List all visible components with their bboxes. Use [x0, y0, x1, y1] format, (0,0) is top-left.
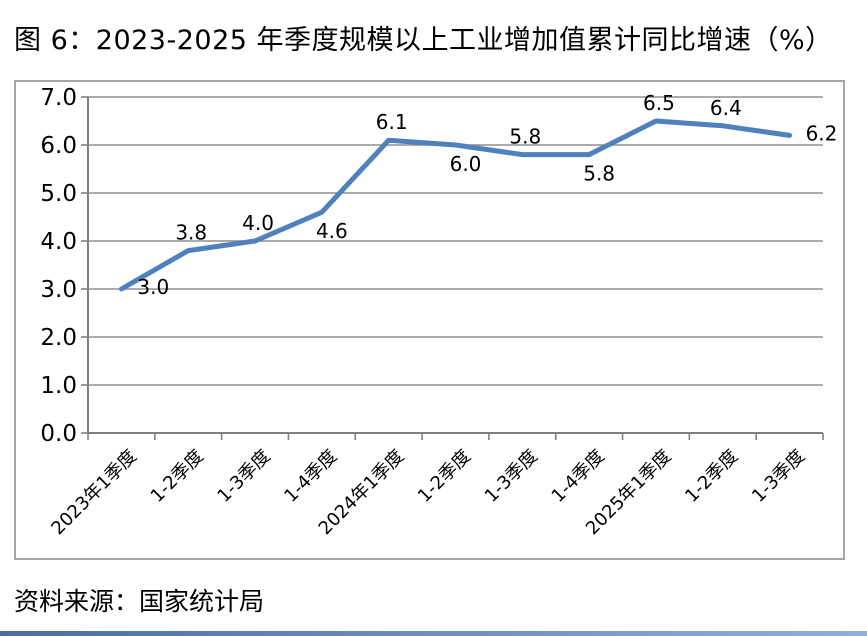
x-axis-tick-label: 2023年1季度: [47, 446, 141, 540]
data-point-label: 6.2: [806, 121, 838, 145]
x-axis-tick-label: 1-2季度: [414, 446, 475, 507]
y-axis-tick-label: 1.0: [40, 373, 77, 399]
data-point-label: 6.1: [376, 110, 408, 134]
x-axis-tick-label: 1-2季度: [681, 446, 742, 507]
line-series: [118, 118, 793, 292]
y-axis-tick-label: 7.0: [40, 85, 77, 111]
data-point-label: 5.8: [583, 162, 615, 186]
x-axis-tick-label: 1-3季度: [481, 446, 542, 507]
data-point-label: 4.6: [316, 219, 348, 243]
data-point-label: 5.8: [509, 125, 541, 149]
data-point-label: 3.8: [175, 221, 207, 245]
chart-frame: 0.0 1.0 2.0 3.0 4.0 5.0 6.0 7.0 2023年1季度 1-2季度 1-3…: [14, 80, 845, 560]
y-axis-tick-label: 4.0: [40, 229, 77, 255]
y-axis-tick-label: 3.0: [40, 277, 77, 303]
data-point-label: 6.5: [643, 91, 675, 115]
x-axis-tick-label: 1-4季度: [280, 446, 341, 507]
y-axis-tick-label: 6.0: [40, 133, 77, 159]
y-axis-tick-label: 0.0: [40, 421, 77, 447]
x-axis-tick-label: 1-3季度: [213, 446, 274, 507]
x-axis-tick-label: 1-2季度: [147, 446, 208, 507]
footer-divider-bar: [0, 631, 867, 636]
data-point-label: 3.0: [137, 275, 169, 299]
data-point-label: 6.0: [450, 152, 482, 176]
chart-title: 图 6：2023-2025 年季度规模以上工业增加值累计同比增速（%）: [14, 25, 833, 56]
source-note: 资料来源：国家统计局: [14, 587, 265, 616]
data-point-label: 6.4: [710, 96, 742, 120]
y-axis-tick-label: 5.0: [40, 181, 77, 207]
x-axis-tick-label: 1-4季度: [548, 446, 609, 507]
x-axis-tick-label: 1-3季度: [748, 446, 809, 507]
y-axis-tick-label: 2.0: [40, 325, 77, 351]
data-point-label: 4.0: [242, 211, 274, 235]
